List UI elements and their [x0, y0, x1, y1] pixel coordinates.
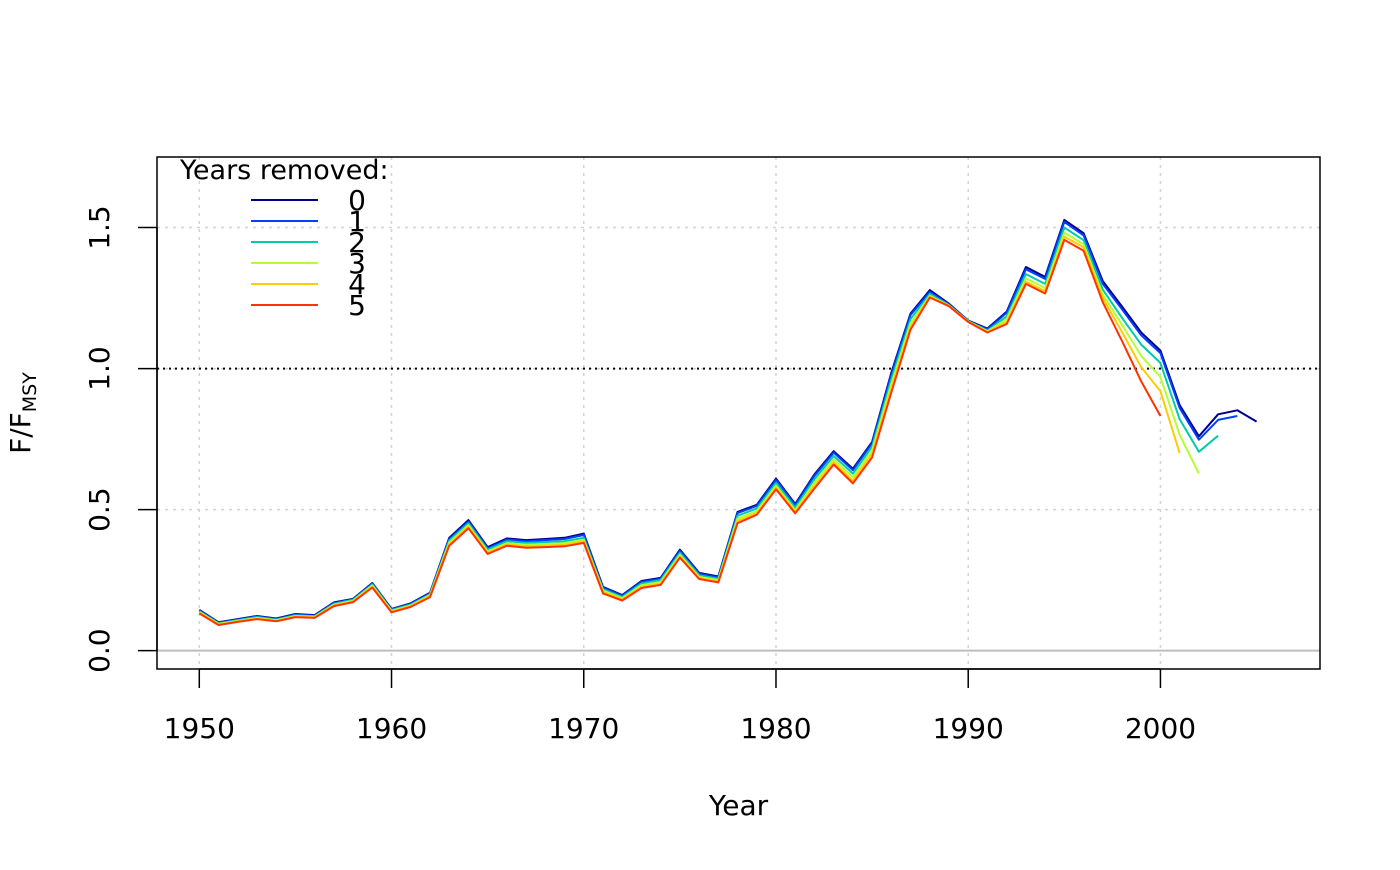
- legend-label-3: 3: [348, 247, 366, 280]
- legend-title: Years removed:: [179, 155, 389, 186]
- legend-label-2: 2: [348, 226, 366, 259]
- x-tick-label-1990: 1990: [933, 712, 1004, 745]
- reference-lines: [157, 367, 1320, 652]
- grid: [157, 157, 1320, 669]
- x-tick-label-1970: 1970: [548, 712, 619, 745]
- legend-label-5: 5: [348, 289, 366, 322]
- legend-label-4: 4: [348, 268, 366, 301]
- legend-label-1: 1: [348, 205, 366, 238]
- plot-frame: [156, 156, 1321, 670]
- series-lines: [198, 218, 1258, 626]
- y-tick-label-1: 0.5: [83, 487, 116, 532]
- series-line-4: [198, 235, 1181, 626]
- y-tick-label-2: 1.0: [83, 346, 116, 391]
- y-axis-label-subscript: MSY: [19, 372, 41, 412]
- legend-label-0: 0: [348, 184, 366, 217]
- x-axis: 1950 1960 1970 1980 1990 2000: [164, 668, 1196, 745]
- y-tick-label-0: 0.0: [83, 628, 116, 673]
- y-axis-label-main: F/F: [4, 412, 37, 454]
- series-line-5: [198, 238, 1162, 626]
- y-axis: 0.0 0.5 1.0 1.5: [83, 205, 158, 673]
- y-tick-label-3: 1.5: [83, 205, 116, 250]
- x-tick-label-1960: 1960: [356, 712, 427, 745]
- x-axis-label: Year: [708, 789, 769, 822]
- x-tick-label-1980: 1980: [740, 712, 811, 745]
- x-tick-label-2000: 2000: [1125, 712, 1196, 745]
- x-tick-label-1950: 1950: [164, 712, 235, 745]
- y-axis-label: F/FMSY: [4, 372, 41, 454]
